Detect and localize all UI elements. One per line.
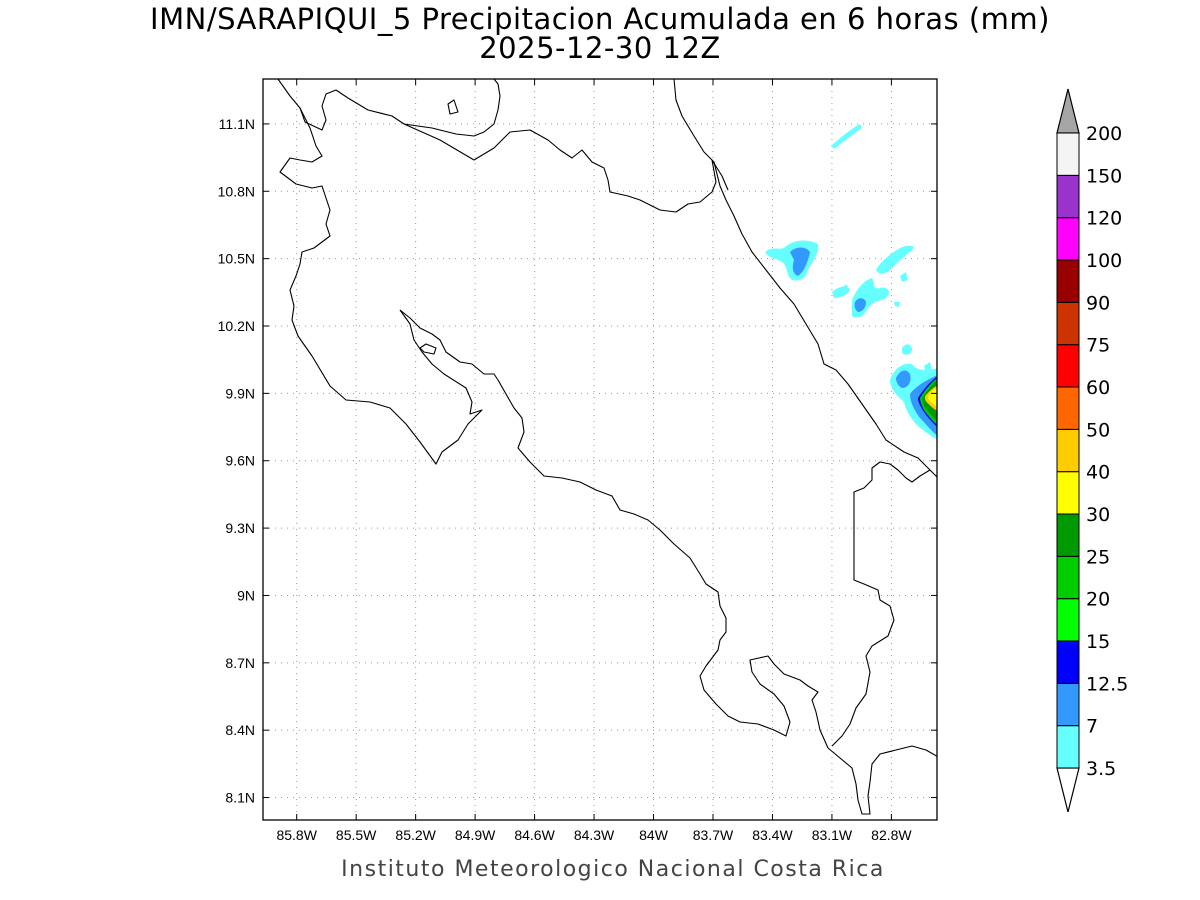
coastline: [277, 79, 501, 137]
colorbar-swatch: [1056, 386, 1080, 430]
y-tick-label: 10.8N: [218, 183, 255, 199]
x-tick-label: 85.2W: [395, 827, 436, 843]
precip-area-light: [894, 302, 900, 307]
colorbar-swatch: [1056, 301, 1080, 346]
precip-area-light: [900, 272, 908, 282]
colorbar-swatch: [1056, 217, 1080, 261]
colorbar-label: 60: [1086, 377, 1110, 399]
map-frame: [262, 78, 938, 821]
y-tick-label: 9.3N: [225, 520, 255, 536]
y-tick-label: 9.9N: [225, 385, 255, 401]
colorbar-swatch: [1056, 682, 1080, 727]
colorbar-label: 120: [1086, 208, 1122, 230]
colorbar-swatch: [1056, 132, 1080, 176]
precip-area-light: [902, 344, 912, 355]
y-tick-label: 8.7N: [225, 655, 255, 671]
colorbar-swatch: [1056, 471, 1080, 515]
y-tick-label: 10.2N: [218, 318, 255, 334]
coastlines: [277, 79, 937, 815]
colorbar-label: 200: [1086, 123, 1122, 145]
colorbar-label: 12.5: [1086, 673, 1128, 695]
x-tick-label: 83.7W: [693, 827, 734, 843]
colorbar-label: 30: [1086, 504, 1110, 526]
x-tick-label: 82.8W: [871, 827, 912, 843]
colorbar-label: 25: [1086, 546, 1110, 568]
map-panel: 85.8W 85.5W 85.2W 84.9W 84.6W 84.3W 84W 83.7W 83…: [218, 78, 938, 843]
coastline: [279, 107, 483, 465]
colorbar-swatch: [1056, 174, 1080, 219]
island: [447, 99, 459, 115]
border: [831, 461, 931, 747]
y-tick-label: 8.4N: [225, 722, 255, 738]
x-tick-label: 83.1W: [812, 827, 853, 843]
colorbar-swatch: [1056, 598, 1080, 642]
y-tick-label: 11.1N: [219, 116, 255, 132]
colorbar-label: 7: [1086, 716, 1098, 738]
graticule: [263, 79, 937, 820]
coastline: [399, 309, 499, 381]
island: [419, 343, 437, 355]
colorbar-label: 90: [1086, 292, 1110, 314]
colorbar-label: 3.5: [1086, 758, 1116, 780]
colorbar-swatch: [1056, 344, 1080, 388]
colorbar-label: 75: [1086, 335, 1110, 357]
colorbar-label: 50: [1086, 419, 1110, 441]
colorbar-swatch: [1056, 555, 1080, 600]
footer-credit: Instituto Meteorologico Nacional Costa R…: [341, 857, 885, 882]
x-tick-label: 84W: [639, 827, 669, 843]
colorbar-swatch: [1056, 259, 1080, 303]
precip-area-light: [876, 245, 914, 274]
precip-area-light: [831, 124, 862, 149]
colorbar-swatch: [1056, 725, 1080, 769]
colorbar-swatch: [1056, 513, 1080, 557]
coastline: [497, 379, 937, 815]
colorbar-swatch: [1056, 428, 1080, 473]
precipitation-shading: [765, 124, 937, 440]
colorbar-over-arrow: [1056, 88, 1080, 134]
x-tick-label: 83.4W: [752, 827, 793, 843]
colorbar-label: 40: [1086, 462, 1110, 484]
y-tick-label: 8.1N: [225, 790, 255, 806]
x-tick-label: 84.3W: [574, 827, 615, 843]
colorbar-label: 100: [1086, 250, 1122, 272]
colorbar-label: 150: [1086, 165, 1122, 187]
colorbar-label: 15: [1086, 631, 1110, 653]
precip-area-moderate: [790, 247, 810, 276]
map-title: IMN/SARAPIQUI_5 Precipitacion Acumulada …: [150, 2, 1050, 36]
colorbar-label: 20: [1086, 589, 1110, 611]
y-tick-label: 10.5N: [218, 251, 255, 267]
colorbar-swatch: [1056, 640, 1080, 684]
border: [403, 123, 729, 213]
y-tick-label: 9.6N: [225, 453, 255, 469]
precip-area-moderate: [896, 370, 911, 388]
colorbar-under-arrow: [1056, 767, 1080, 813]
colorbar: 3.5 7 12.5 15 20 25 30 40 50 60 75 90 100 120 150 200: [1056, 88, 1128, 813]
longitude-axis: 85.8W 85.5W 85.2W 84.9W 84.6W 84.3W 84W 83.7W 83…: [276, 79, 912, 843]
precip-area-light: [832, 284, 850, 298]
x-tick-label: 85.5W: [336, 827, 377, 843]
latitude-axis: 11.1N 10.8N 10.5N 10.2N 9.9N 9.6N 9.3N 9N 8.7N 8.…: [218, 116, 937, 806]
map-background: [263, 79, 937, 820]
coastline: [673, 79, 937, 478]
map-subtitle: 2025-12-30 12Z: [479, 31, 721, 65]
x-tick-label: 84.6W: [514, 827, 555, 843]
x-tick-label: 85.8W: [276, 827, 317, 843]
x-tick-label: 84.9W: [455, 827, 496, 843]
precip-area-moderate: [854, 298, 866, 312]
y-tick-label: 9N: [237, 587, 255, 603]
